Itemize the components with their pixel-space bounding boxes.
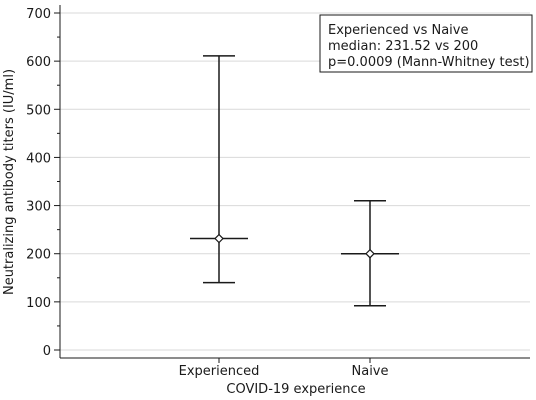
x-tick-label-naive: Naive <box>352 364 389 379</box>
error-bar-naive <box>341 200 399 307</box>
median-marker-naive <box>365 248 375 259</box>
y-tick-label: 300 <box>26 200 51 215</box>
annotation-box: Experienced vs Naive median: 231.52 vs 2… <box>319 14 533 73</box>
annotation-line-3: p=0.0009 (Mann-Whitney test) <box>328 55 530 70</box>
y-axis-label: Neutralizing antibody titers (IU/ml) <box>2 69 17 295</box>
y-tick-label: 600 <box>26 55 51 70</box>
error-bars <box>190 55 399 307</box>
x-axis: Experienced Naive <box>60 357 530 379</box>
y-tick-label: 100 <box>26 296 51 311</box>
error-bar-experienced <box>190 55 248 284</box>
x-axis-label: COVID-19 experience <box>226 382 365 397</box>
gridlines <box>60 12 530 351</box>
y-tick-label: 0 <box>43 344 51 359</box>
median-marker-experienced <box>214 233 224 244</box>
y-tick-label: 200 <box>26 248 51 263</box>
annotation-line-2: median: 231.52 vs 200 <box>328 39 478 54</box>
y-tick-label: 700 <box>26 7 51 22</box>
y-axis: 0 100 200 300 400 500 600 700 <box>26 5 61 359</box>
annotation-line-1: Experienced vs Naive <box>328 23 468 38</box>
y-tick-label: 500 <box>26 103 51 118</box>
y-tick-label: 400 <box>26 151 51 166</box>
x-tick-label-experienced: Experienced <box>179 364 260 379</box>
